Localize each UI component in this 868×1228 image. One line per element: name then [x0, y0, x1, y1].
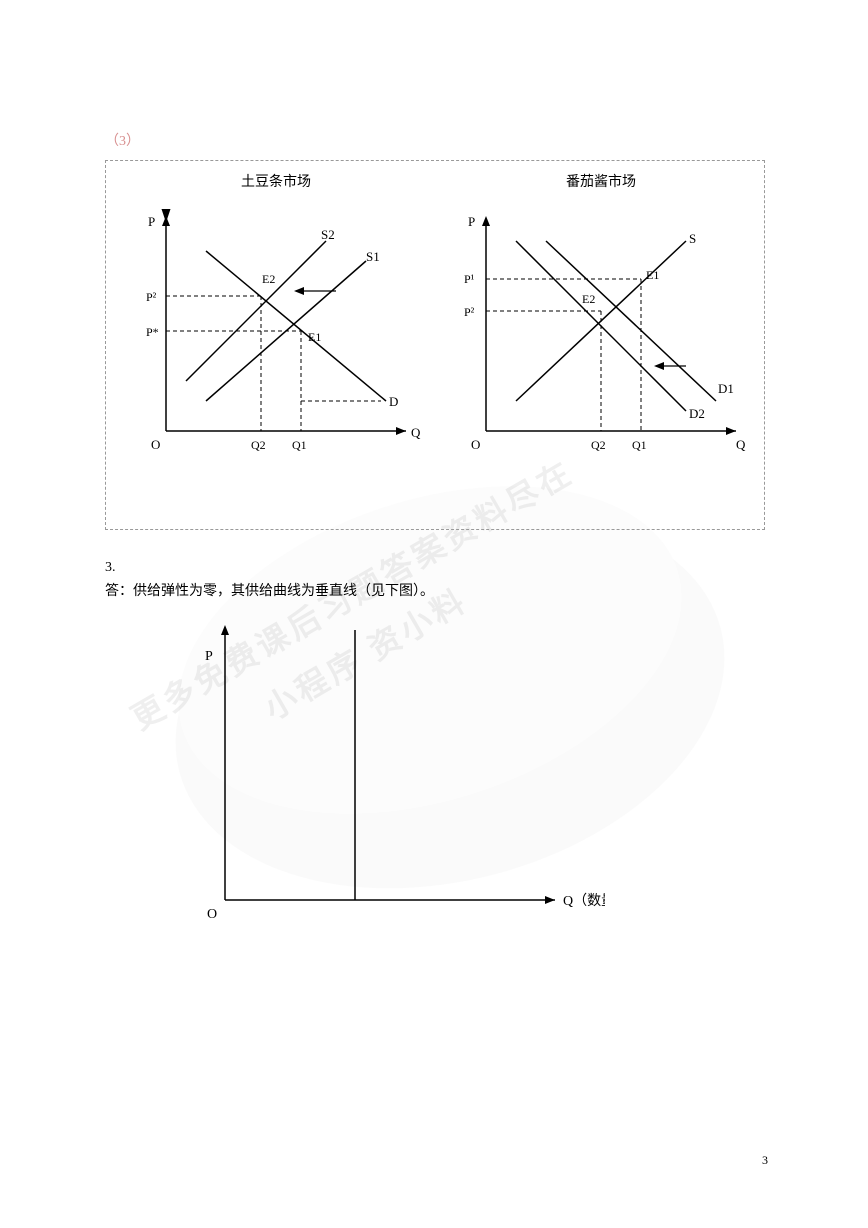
page-number: 3: [762, 1153, 768, 1168]
chart2-label-e1: E1: [646, 268, 659, 282]
chart-vertical-supply: P O Q（数量）: [185, 610, 768, 930]
chart2-x-axis-label: Q: [736, 437, 746, 452]
chart1-svg: S2 S1 D E2 E1: [126, 201, 426, 481]
chart1-label-p2: P²: [146, 290, 157, 304]
chart2-label-d2: D2: [689, 406, 705, 421]
chart1-label-e1: E1: [308, 330, 321, 344]
chart2-label-p2: P²: [464, 305, 475, 319]
chart1-label-s1: S1: [366, 249, 380, 264]
chart3-origin-label: O: [207, 907, 217, 922]
chart3-y-axis-label: P: [205, 649, 213, 664]
chart1-y-axis-label: P: [148, 214, 155, 229]
chart1-label-q1: Q1: [292, 438, 307, 452]
chart1-label-s2: S2: [321, 227, 335, 242]
chart1-label-pstar: P*: [146, 325, 159, 339]
chart2-label-q2: Q2: [591, 438, 606, 452]
chart2-title: 番茄酱市场: [446, 171, 756, 191]
section-number-3: （3）: [105, 130, 768, 150]
diagram-box: 土豆条市场 S2: [105, 160, 765, 530]
chart-potato-market: 土豆条市场 S2: [126, 171, 426, 481]
chart2-y-axis-label: P: [468, 214, 475, 229]
page-content: （3） 土豆条市场 S: [0, 0, 868, 930]
chart2-label-q1: Q1: [632, 438, 647, 452]
question3-number: 3.: [105, 560, 768, 576]
chart2-label-s: S: [689, 231, 696, 246]
chart2-label-d1: D1: [718, 381, 734, 396]
chart1-label-q2: Q2: [251, 438, 266, 452]
chart2-svg: S D1 D2 E1 E2: [446, 201, 756, 481]
chart2-label-e2: E2: [582, 292, 595, 306]
chart2-label-p1: P¹: [464, 272, 475, 286]
chart1-label-d: D: [389, 394, 398, 409]
chart1-title: 土豆条市场: [126, 171, 426, 191]
chart3-svg: P O Q（数量）: [185, 610, 605, 930]
chart2-origin-label: O: [471, 437, 480, 452]
chart3-x-axis-label: Q（数量）: [563, 893, 605, 909]
chart1-label-e2: E2: [262, 272, 275, 286]
chart-ketchup-market: 番茄酱市场 S D1 D2: [446, 171, 756, 481]
question3-answer: 答：供给弹性为零，其供给曲线为垂直线（见下图）。: [105, 580, 768, 600]
chart1-x-axis-label: Q: [411, 425, 421, 440]
chart1-origin-label: O: [151, 437, 160, 452]
